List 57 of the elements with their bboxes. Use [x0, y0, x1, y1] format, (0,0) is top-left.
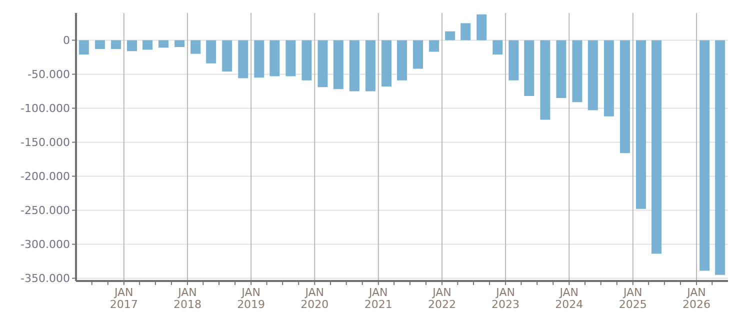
x-tick-label: JAN 2026: [682, 286, 710, 311]
bar: [254, 40, 264, 78]
bar: [381, 40, 392, 86]
bar: [429, 40, 440, 52]
x-tick-label: JAN 2023: [492, 286, 520, 311]
bar: [349, 40, 360, 92]
x-tick-label: JAN 2022: [428, 286, 456, 311]
bar: [620, 40, 630, 154]
x-tick-label: JAN 2020: [300, 286, 329, 311]
bar: [636, 40, 646, 209]
bar: [174, 40, 185, 48]
bar: [126, 40, 137, 52]
bar: [460, 23, 471, 40]
x-tick-label: JAN 2018: [173, 286, 202, 311]
bar: [492, 40, 503, 54]
bar: [540, 40, 550, 120]
bar: [651, 40, 662, 254]
y-tick-label: -100.000: [20, 102, 70, 116]
bar: [508, 40, 519, 80]
bar: [302, 40, 312, 80]
bar: [206, 40, 216, 64]
bar: [556, 40, 566, 98]
bar: [700, 40, 710, 271]
bar: [588, 40, 598, 110]
bar: [286, 40, 296, 76]
bar: [413, 40, 424, 69]
x-tick-label: JAN 2021: [364, 286, 392, 311]
bar: [190, 40, 201, 54]
y-tick-label: -200.000: [20, 170, 70, 184]
bar: [445, 31, 456, 40]
bar: [715, 40, 726, 275]
bar: [318, 40, 328, 88]
bar: [365, 40, 376, 92]
x-tick-label: JAN 2017: [110, 286, 138, 311]
bar: [270, 40, 280, 76]
bar: [238, 40, 248, 78]
y-tick-label: -350.000: [20, 272, 70, 286]
x-tick-label: JAN 2024: [555, 286, 584, 311]
bar: [94, 40, 105, 50]
bar: [396, 40, 407, 80]
bar: [524, 40, 534, 96]
bar: [110, 40, 121, 50]
y-tick-label: -250.000: [20, 204, 70, 218]
bar: [142, 40, 152, 50]
y-tick-label: -50.000: [28, 68, 70, 82]
bar: [604, 40, 614, 116]
bar: [572, 40, 582, 102]
x-tick-label: JAN 2019: [237, 286, 266, 311]
y-tick-label: -300.000: [20, 238, 70, 252]
bar: [78, 40, 89, 54]
y-tick-label: 0: [63, 34, 70, 48]
y-tick-label: -150.000: [20, 136, 70, 150]
bar: [222, 40, 232, 72]
bar: [476, 14, 487, 40]
bar: [333, 40, 344, 90]
bar: [158, 40, 169, 48]
x-tick-label: JAN 2025: [618, 286, 647, 311]
